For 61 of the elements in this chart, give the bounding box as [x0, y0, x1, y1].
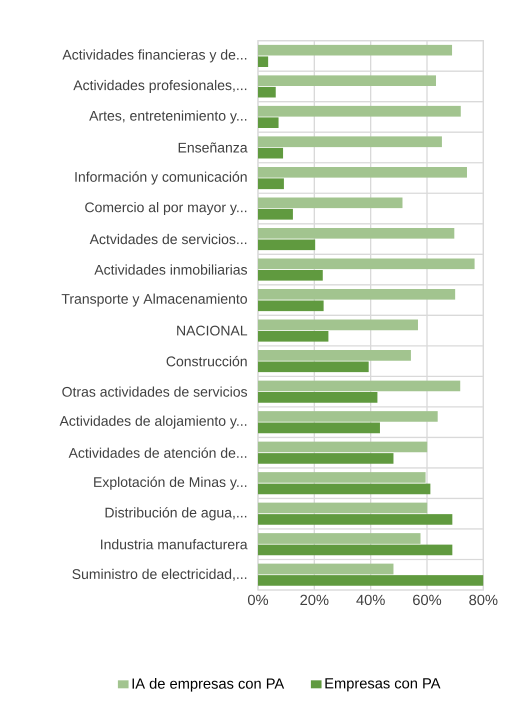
- bar: [258, 362, 369, 372]
- bar: [258, 514, 452, 525]
- bar: [258, 350, 411, 361]
- y-tick-label: Actvidades de servicios...: [90, 234, 246, 244]
- bar: [258, 380, 460, 392]
- bar: [258, 453, 394, 464]
- y-tick-label: Artes, entretenimiento y...: [89, 110, 246, 124]
- bar: [258, 564, 394, 574]
- y-tick-label: Actividades profesionales,...: [73, 80, 246, 93]
- y-tick-label: Suministro de electricidad,...: [72, 568, 246, 581]
- bar: [258, 148, 284, 159]
- x-tick-label: 40%: [356, 594, 385, 606]
- bar: [258, 178, 284, 190]
- bar: [258, 270, 323, 281]
- bar: [258, 392, 378, 403]
- y-tick-label: Actividades de alojamiento y...: [60, 416, 246, 429]
- bar: [258, 56, 268, 67]
- y-tick-label: Distribución de agua,...: [106, 507, 246, 520]
- x-tick-label: 80%: [469, 594, 498, 606]
- bar: [258, 239, 316, 250]
- bar: [258, 544, 452, 556]
- y-tick-label: Actividades inmobiliarias: [94, 264, 248, 275]
- y-tick-label: Actividades de atención de...: [68, 447, 246, 458]
- bar: [258, 442, 428, 452]
- bar: [258, 258, 475, 270]
- y-tick-label: Construcción: [166, 356, 247, 366]
- bar: [258, 484, 430, 494]
- bar: [258, 331, 328, 342]
- y-tick-label: Otras actividades de servicios: [62, 386, 248, 397]
- x-tick-label: 0%: [248, 594, 268, 606]
- y-tick-label: Actividades financieras y de...: [62, 49, 246, 62]
- bar: [258, 502, 428, 514]
- bar: [258, 86, 276, 98]
- bar: [258, 228, 454, 239]
- bar: [258, 117, 279, 128]
- bar: [258, 44, 452, 56]
- y-tick-label: Industria manufacturera: [101, 539, 248, 550]
- bar: [258, 75, 436, 86]
- x-tick-label: 20%: [300, 594, 328, 606]
- bar: [258, 422, 380, 434]
- bar: [258, 136, 442, 148]
- y-tick-label: Enseñanza: [178, 142, 248, 153]
- bar: [258, 289, 456, 300]
- bar: [258, 208, 293, 220]
- bar: [258, 320, 418, 330]
- legend-label: Empresas con PA: [325, 678, 440, 692]
- bar: [258, 472, 426, 483]
- y-tick-label: Explotación de Minas y...: [94, 476, 246, 490]
- y-tick-label: Información y comunicación: [75, 171, 247, 185]
- bar: [258, 166, 467, 178]
- bar: [258, 197, 402, 208]
- bar: [258, 575, 484, 586]
- y-tick-label: NACIONAL: [177, 326, 248, 336]
- bar: [258, 106, 461, 117]
- y-tick-label: Comercio al por mayor y...: [85, 202, 246, 216]
- bar: [258, 533, 421, 544]
- legend-label: IA de empresas con PA: [132, 678, 284, 692]
- bar: [258, 411, 438, 422]
- x-tick-label: 60%: [413, 594, 442, 606]
- bar: [258, 300, 324, 312]
- y-tick-label: Transporte y Almacenamiento: [62, 294, 247, 307]
